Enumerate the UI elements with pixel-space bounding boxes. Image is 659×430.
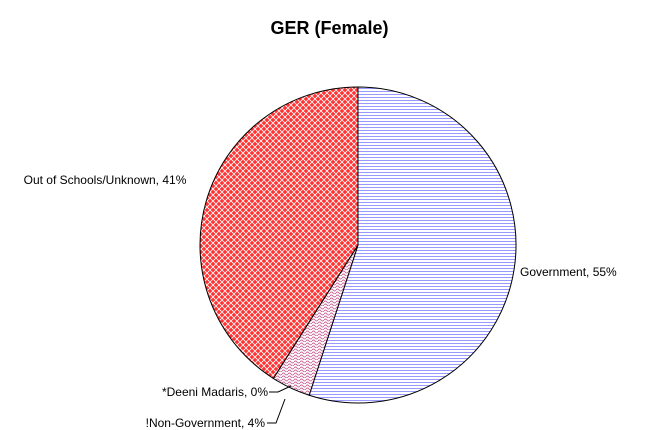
data-label: *Deeni Madaris, 0% <box>161 385 268 399</box>
pie-slice <box>308 86 517 404</box>
data-label: Out of Schools/Unknown, 41% <box>23 173 187 187</box>
leader-line <box>267 398 286 424</box>
data-label: !Non-Government, 4% <box>145 416 265 430</box>
pie-slice <box>199 86 359 380</box>
leader-line <box>269 385 292 393</box>
data-label: Government, 55% <box>520 265 617 279</box>
chart-title: GER (Female) <box>270 18 389 38</box>
